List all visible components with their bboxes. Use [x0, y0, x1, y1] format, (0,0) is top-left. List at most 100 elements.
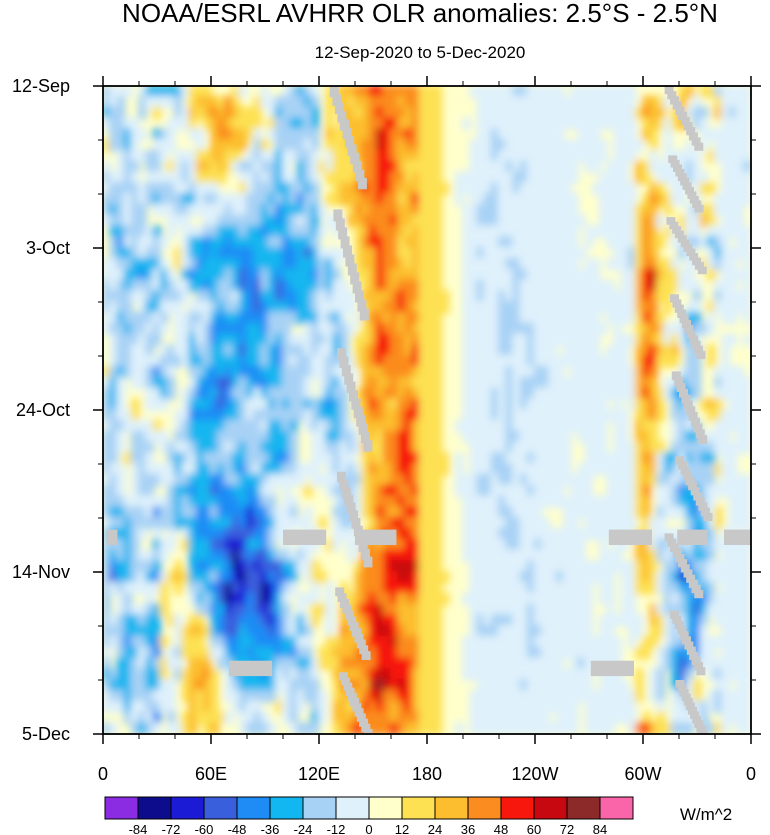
field-cell	[426, 311, 436, 325]
field-cell	[174, 160, 184, 174]
field-cell	[145, 160, 155, 174]
field-cell	[382, 322, 392, 336]
field-cell	[116, 257, 126, 271]
field-cell	[721, 581, 731, 595]
field-cell	[397, 225, 407, 239]
field-cell	[548, 430, 558, 444]
field-cell	[418, 106, 428, 120]
field-cell	[339, 333, 349, 347]
missing-data-stripe	[680, 239, 690, 248]
field-cell	[210, 571, 220, 584]
field-cell	[613, 517, 623, 530]
field-cell	[166, 441, 176, 455]
field-cell	[166, 203, 176, 217]
field-cell	[103, 484, 112, 498]
field-cell	[253, 538, 263, 552]
field-cell	[411, 679, 421, 692]
field-cell	[433, 592, 443, 606]
field-cell	[555, 290, 565, 303]
field-cell	[512, 614, 522, 627]
field-cell	[260, 387, 270, 401]
field-cell	[714, 441, 724, 455]
field-cell	[282, 473, 292, 487]
field-cell	[426, 484, 436, 498]
field-cell	[526, 344, 536, 357]
field-cell	[397, 700, 407, 714]
field-cell	[627, 311, 637, 325]
field-cell	[483, 538, 493, 552]
field-cell	[663, 473, 673, 487]
field-cell	[159, 322, 169, 336]
field-cell	[339, 700, 349, 714]
field-cell	[562, 571, 572, 584]
field-cell	[246, 700, 256, 714]
field-cell	[613, 236, 623, 249]
field-cell	[217, 614, 227, 627]
field-cell	[404, 268, 414, 282]
field-cell	[296, 614, 306, 627]
field-cell	[591, 290, 601, 303]
field-cell	[145, 711, 155, 725]
field-cell	[238, 527, 248, 541]
field-cell	[195, 679, 205, 692]
field-cell	[375, 603, 385, 617]
field-cell	[138, 193, 148, 206]
field-cell	[562, 95, 572, 109]
field-cell	[123, 203, 133, 217]
field-cell	[411, 517, 421, 530]
field-cell	[368, 441, 378, 455]
field-cell	[570, 517, 580, 530]
field-cell	[130, 344, 140, 357]
field-cell	[123, 668, 133, 681]
field-cell	[152, 160, 162, 174]
field-cell	[267, 549, 277, 563]
field-cell	[282, 106, 292, 120]
field-cell	[332, 495, 342, 509]
field-cell	[584, 625, 594, 638]
field-cell	[289, 571, 299, 584]
field-cell	[368, 344, 378, 357]
field-cell	[469, 473, 479, 487]
field-cell	[210, 722, 220, 734]
field-cell	[721, 430, 731, 444]
field-cell	[490, 257, 500, 271]
field-cell	[562, 139, 572, 152]
field-cell	[289, 668, 299, 681]
field-cell	[246, 452, 256, 465]
field-cell	[202, 571, 212, 584]
missing-data-stripe	[349, 390, 358, 402]
field-cell	[310, 149, 320, 163]
missing-data-stripe	[359, 718, 369, 727]
field-cell	[103, 398, 112, 411]
field-cell	[195, 495, 205, 509]
field-cell	[382, 149, 392, 163]
field-cell	[548, 257, 558, 271]
missing-data-stripe	[691, 340, 701, 349]
field-cell	[332, 657, 342, 671]
field-cell	[397, 355, 407, 368]
field-cell	[728, 333, 738, 347]
colorbar-swatch	[170, 796, 205, 820]
field-cell	[512, 527, 522, 541]
field-cell	[418, 322, 428, 336]
field-cell	[418, 679, 428, 692]
field-cell	[217, 506, 227, 519]
field-cell	[490, 614, 500, 627]
field-cell	[130, 311, 140, 325]
field-cell	[159, 387, 169, 401]
field-cell	[418, 333, 428, 347]
field-cell	[224, 581, 234, 595]
field-cell	[217, 236, 227, 249]
field-cell	[310, 409, 320, 422]
field-cell	[577, 527, 587, 541]
field-cell	[476, 635, 486, 649]
field-cell	[627, 376, 637, 390]
field-cell	[282, 430, 292, 444]
field-cell	[512, 365, 522, 379]
field-cell	[159, 549, 169, 563]
field-cell	[505, 117, 515, 131]
field-cell	[274, 679, 284, 692]
field-cell	[103, 117, 112, 131]
field-cell	[490, 344, 500, 357]
field-cell	[289, 646, 299, 660]
